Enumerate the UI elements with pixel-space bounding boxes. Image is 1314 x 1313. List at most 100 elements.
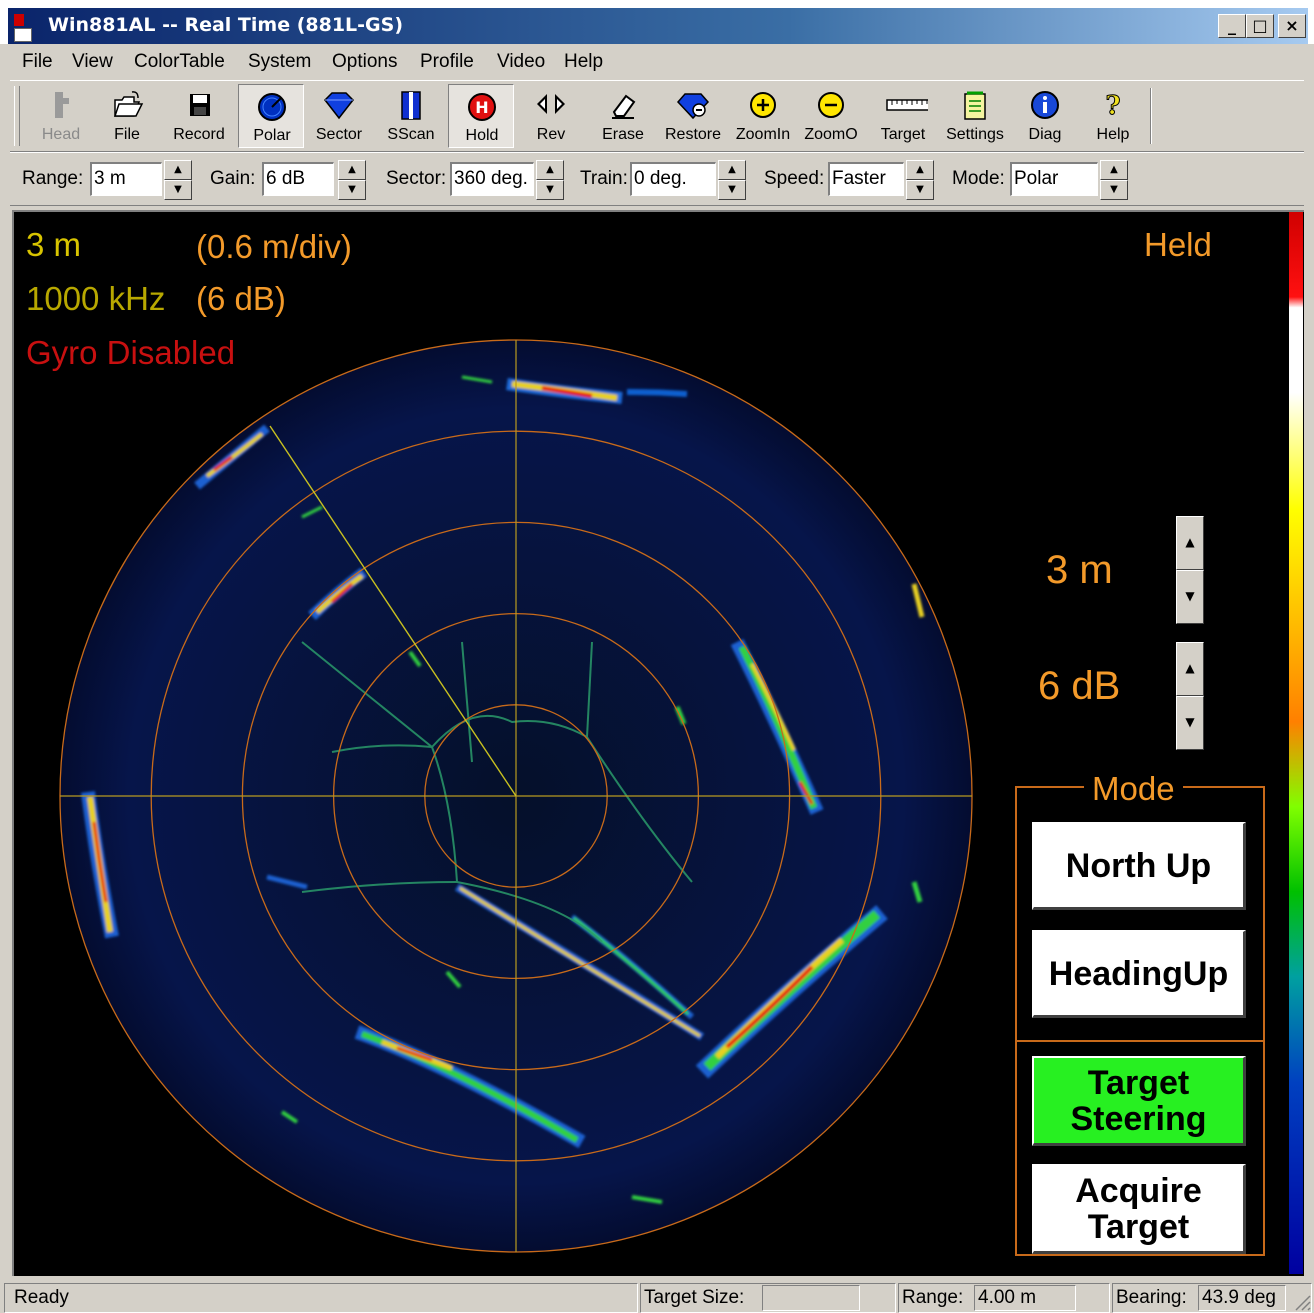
sscan-button[interactable]: SScan [378,84,444,148]
diag-button[interactable]: Diag [1012,84,1078,148]
restore-icon [676,93,710,120]
restore-button[interactable]: Restore [660,84,726,148]
status-panel-main [4,1283,638,1313]
speed-field[interactable]: Faster [828,162,904,196]
sonar-head-icon [55,92,69,118]
sonar-display[interactable] [12,210,1304,1276]
resize-grip-icon[interactable] [1292,1292,1312,1312]
range-field[interactable]: 3 m [90,162,162,196]
help-button[interactable]: ? Help [1096,91,1130,144]
menu-video[interactable]: Video [497,51,546,72]
maximize-button[interactable]: □ [1246,14,1274,38]
range-status-label: Range: [902,1287,964,1308]
gain-control-value: 6 dB [1038,664,1121,708]
erase-button[interactable]: Erase [590,84,656,148]
open-folder-icon [113,91,144,117]
range-up-icon[interactable]: ▲ [164,160,192,180]
title-bar[interactable] [0,0,1314,44]
menu-bar [0,44,1314,78]
train-label: Train: [580,168,628,189]
minimize-button[interactable]: _ [1218,14,1246,38]
sector-up-icon[interactable]: ▲ [536,160,564,180]
status-bar [0,1280,1314,1313]
gain-field[interactable]: 6 dB [262,162,334,196]
gain-down-icon[interactable]: ▼ [338,180,366,200]
polar-button[interactable]: Polar [238,84,304,148]
north-up-button[interactable]: North Up [1032,822,1246,910]
gain-increase-icon[interactable]: ▲ [1176,642,1204,696]
zoomout-button[interactable]: ZoomO [798,84,864,148]
mode-spinner[interactable]: ▲ ▼ [1100,160,1128,200]
sector-spinner[interactable]: ▲ ▼ [536,160,564,200]
bearing-status-value: 43.9 deg [1198,1285,1286,1311]
mode-down-icon[interactable]: ▼ [1100,180,1128,200]
range-decrease-icon[interactable]: ▼ [1176,570,1204,624]
sector-button[interactable]: Sector [306,84,372,148]
sonar-echoes [81,375,925,1204]
train-field[interactable]: 0 deg. [630,162,716,196]
rev-button[interactable]: Rev [518,84,584,148]
menu-system[interactable]: System [248,51,312,72]
mode-field[interactable]: Polar [1010,162,1098,196]
bearing-status-label: Bearing: [1116,1287,1187,1308]
train-spinner[interactable]: ▲ ▼ [718,160,746,200]
app-icon [12,14,34,42]
menu-profile[interactable]: Profile [420,51,474,72]
zoom-out-icon [818,92,844,118]
menu-file[interactable]: File [22,51,53,72]
eraser-icon [612,94,636,119]
speed-down-icon[interactable]: ▼ [906,180,934,200]
gain-up-icon[interactable]: ▲ [338,160,366,180]
info-icon [1031,91,1059,119]
sidescan-bars-icon [401,91,421,120]
toolbar-separator [1150,88,1152,144]
menu-view[interactable]: View [72,51,113,72]
acquire-target-button[interactable]: Acquire Target [1032,1164,1246,1254]
target-size-value [762,1285,860,1311]
color-scale-bar [1289,212,1303,1274]
display-frequency-readout: 1000 kHz [26,280,166,317]
heading-up-button[interactable]: HeadingUp [1032,930,1246,1018]
sector-field[interactable]: 360 deg. [450,162,534,196]
file-button[interactable]: File [94,84,160,148]
polar-dial-icon [258,93,286,121]
display-range-readout: 3 m [26,226,82,263]
display-division-readout: (0.6 m/div) [196,228,352,265]
mode-label: Mode: [952,168,1005,189]
train-down-icon[interactable]: ▼ [718,180,746,200]
range-spinner[interactable]: ▲ ▼ [164,160,192,200]
mode-group-title: Mode [1084,770,1183,808]
bearing-line [269,425,517,797]
range-increase-icon[interactable]: ▲ [1176,516,1204,570]
zoomin-button[interactable]: ZoomIn [730,84,796,148]
close-button[interactable]: × [1278,14,1306,38]
settings-button[interactable]: Settings [942,84,1008,148]
target-size-label: Target Size: [644,1287,745,1308]
range-label: Range: [22,168,84,189]
gain-spinner[interactable]: ▲ ▼ [338,160,366,200]
speed-up-icon[interactable]: ▲ [906,160,934,180]
menu-help[interactable]: Help [564,51,604,72]
train-up-icon[interactable]: ▲ [718,160,746,180]
target-steering-button[interactable]: Target Steering [1032,1056,1246,1146]
speed-spinner[interactable]: ▲ ▼ [906,160,934,200]
range-down-icon[interactable]: ▼ [164,180,192,200]
sector-label: Sector: [386,168,447,189]
reverse-arrows-icon [537,94,565,114]
sector-down-icon[interactable]: ▼ [536,180,564,200]
mode-up-icon[interactable]: ▲ [1100,160,1128,180]
head-button[interactable]: Head [28,84,94,148]
target-button[interactable]: Target [870,84,936,148]
controls-bar [10,152,1304,206]
svg-text:H: H [475,98,488,117]
toolbar-grip[interactable] [14,86,20,146]
record-button[interactable]: Record [166,84,232,148]
sonar-polar-plot[interactable] [14,212,1304,1276]
menu-options[interactable]: Options [332,51,398,72]
speed-label: Speed: [764,168,825,189]
gain-label: Gain: [210,168,256,189]
menu-colortable[interactable]: ColorTable [134,51,225,72]
gain-decrease-icon[interactable]: ▼ [1176,696,1204,750]
hold-button[interactable]: H Hold [448,84,514,148]
held-status: Held [1144,226,1212,263]
